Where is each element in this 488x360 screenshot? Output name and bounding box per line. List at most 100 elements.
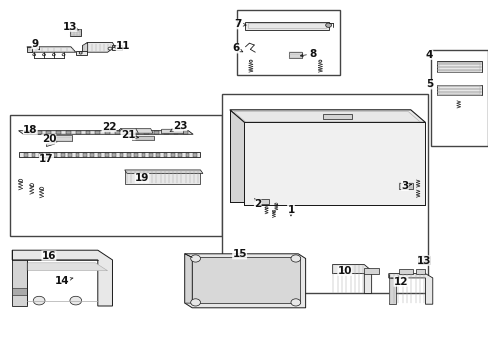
Polygon shape (244, 122, 425, 205)
Circle shape (190, 299, 200, 306)
Polygon shape (124, 170, 200, 184)
Circle shape (62, 54, 65, 56)
Bar (46, 131, 51, 134)
Text: 8: 8 (300, 49, 316, 59)
Polygon shape (112, 45, 122, 50)
Bar (98, 153, 101, 157)
Text: 7: 7 (234, 19, 245, 29)
Polygon shape (364, 268, 378, 274)
Bar (222, 94, 427, 293)
Bar (46, 153, 50, 157)
Polygon shape (388, 274, 395, 304)
Polygon shape (12, 250, 27, 306)
Polygon shape (161, 129, 183, 133)
Text: 9: 9 (32, 39, 40, 50)
Bar (76, 153, 79, 157)
Bar (54, 153, 57, 157)
Bar (288, 52, 302, 58)
Polygon shape (27, 47, 32, 52)
Bar (76, 131, 81, 134)
Polygon shape (55, 135, 72, 141)
Bar (85, 131, 90, 134)
Circle shape (325, 23, 331, 27)
Text: 13: 13 (416, 256, 431, 266)
Bar (10, 115, 222, 236)
Bar (115, 131, 120, 134)
Circle shape (272, 210, 275, 212)
Polygon shape (229, 110, 425, 122)
Bar (178, 153, 182, 157)
Bar (398, 269, 412, 274)
Polygon shape (27, 263, 107, 271)
Polygon shape (124, 170, 203, 174)
Bar (124, 131, 129, 134)
Text: 6: 6 (232, 43, 242, 53)
Bar (37, 131, 41, 134)
Polygon shape (388, 274, 432, 304)
Bar (83, 153, 86, 157)
Circle shape (264, 207, 267, 209)
Bar (56, 131, 61, 134)
Text: 18: 18 (23, 125, 38, 135)
Polygon shape (121, 129, 138, 133)
Bar (105, 131, 110, 134)
Circle shape (70, 296, 81, 305)
Circle shape (290, 255, 300, 262)
Text: 4: 4 (425, 50, 432, 60)
Circle shape (108, 47, 112, 50)
Polygon shape (229, 110, 244, 202)
Text: 1: 1 (287, 204, 294, 216)
Bar (105, 153, 108, 157)
Circle shape (33, 296, 45, 305)
Polygon shape (12, 250, 112, 306)
Polygon shape (332, 265, 371, 293)
Circle shape (190, 255, 200, 262)
Bar (68, 153, 72, 157)
Polygon shape (436, 85, 481, 95)
Polygon shape (398, 183, 412, 189)
Bar (156, 153, 160, 157)
Bar (127, 153, 130, 157)
Polygon shape (322, 114, 351, 119)
Text: 15: 15 (232, 249, 246, 259)
Polygon shape (436, 61, 481, 72)
Bar (415, 269, 425, 274)
Circle shape (30, 184, 34, 186)
Bar (27, 131, 32, 134)
Bar (90, 153, 94, 157)
Polygon shape (184, 254, 192, 303)
Text: 23: 23 (170, 121, 187, 131)
Text: 19: 19 (134, 173, 149, 183)
Polygon shape (27, 47, 76, 52)
Polygon shape (184, 254, 305, 308)
Text: 17: 17 (39, 154, 54, 164)
Bar (112, 153, 116, 157)
Polygon shape (82, 42, 87, 52)
Text: 10: 10 (337, 266, 351, 276)
Circle shape (42, 54, 45, 56)
Bar (417, 256, 429, 264)
Circle shape (274, 203, 277, 205)
Circle shape (40, 187, 43, 190)
Text: 21: 21 (121, 130, 138, 140)
Bar (193, 153, 196, 157)
Polygon shape (192, 257, 299, 303)
Circle shape (52, 54, 55, 56)
Polygon shape (46, 141, 55, 147)
Polygon shape (12, 288, 27, 295)
Circle shape (33, 54, 36, 56)
Text: 3: 3 (401, 181, 411, 191)
Polygon shape (132, 136, 154, 140)
Text: 5: 5 (425, 79, 432, 89)
Polygon shape (19, 152, 200, 157)
Circle shape (19, 179, 22, 182)
Polygon shape (257, 199, 268, 204)
Bar (163, 131, 168, 134)
Bar (61, 153, 64, 157)
Bar (154, 131, 159, 134)
Bar (237, 10, 339, 75)
Bar (144, 131, 149, 134)
Bar (39, 153, 42, 157)
Polygon shape (19, 131, 193, 134)
Bar (134, 131, 139, 134)
